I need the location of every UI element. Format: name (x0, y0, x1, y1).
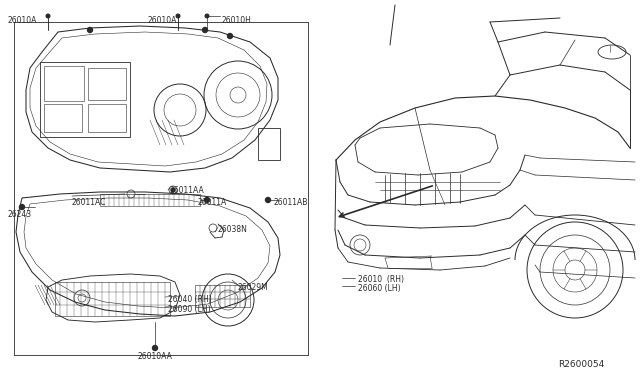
Circle shape (46, 14, 50, 18)
Text: 26090 (LH): 26090 (LH) (168, 305, 211, 314)
Circle shape (88, 28, 93, 32)
Text: 26011AC: 26011AC (72, 198, 106, 207)
Text: 26010AA: 26010AA (138, 352, 173, 361)
Text: 26060 (LH): 26060 (LH) (358, 284, 401, 293)
Text: R2600054: R2600054 (558, 360, 604, 369)
Circle shape (171, 188, 175, 192)
Circle shape (152, 346, 157, 350)
Bar (258, 128, 280, 160)
Circle shape (205, 198, 209, 202)
Bar (88, 104, 126, 132)
Text: 26010A: 26010A (8, 16, 37, 25)
Text: 26010A: 26010A (148, 16, 177, 25)
Text: 26010  (RH): 26010 (RH) (358, 275, 404, 284)
Text: 26011A: 26011A (198, 198, 227, 207)
Bar (40, 62, 130, 137)
Circle shape (266, 198, 271, 202)
Circle shape (205, 14, 209, 18)
Text: 26011AB: 26011AB (274, 198, 308, 207)
Text: 26010H: 26010H (222, 16, 252, 25)
Bar (100, 194, 200, 206)
Text: 26040 (RH): 26040 (RH) (168, 295, 212, 304)
Circle shape (227, 33, 232, 38)
Bar (55, 282, 170, 316)
Circle shape (176, 14, 180, 18)
Circle shape (19, 205, 24, 209)
Bar (44, 104, 82, 132)
Bar (44, 66, 84, 101)
Text: 26243: 26243 (8, 210, 32, 219)
Bar (195, 285, 250, 307)
Text: 26038N: 26038N (218, 225, 248, 234)
Text: 26029M: 26029M (238, 283, 269, 292)
Bar (88, 68, 126, 100)
Circle shape (202, 28, 207, 32)
Text: 26011AA: 26011AA (170, 186, 205, 195)
